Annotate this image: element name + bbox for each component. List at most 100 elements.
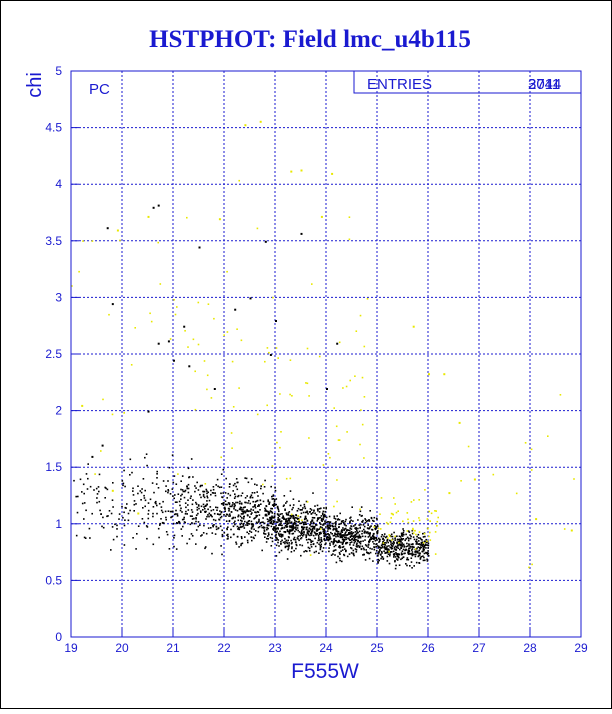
data-point — [334, 540, 337, 542]
data-point — [326, 533, 329, 535]
data-point — [351, 538, 354, 540]
data-point — [288, 519, 290, 521]
data-point — [225, 477, 227, 480]
data-point — [175, 483, 178, 485]
data-point — [411, 529, 414, 532]
data-point — [392, 543, 395, 546]
data-point — [178, 500, 181, 503]
data-point — [427, 544, 430, 547]
data-point — [176, 522, 178, 524]
data-point — [359, 510, 362, 513]
data-point — [102, 526, 105, 529]
data-point — [298, 500, 300, 502]
data-point — [406, 512, 409, 514]
data-point — [394, 503, 396, 505]
data-point — [286, 542, 289, 545]
data-point — [223, 532, 226, 534]
data-point — [346, 529, 349, 531]
data-point — [348, 533, 350, 535]
data-point — [426, 518, 429, 520]
data-point — [378, 541, 380, 543]
data-point — [277, 519, 280, 522]
data-point — [229, 513, 231, 515]
data-point — [404, 539, 406, 542]
data-point — [401, 533, 403, 535]
data-point — [221, 533, 224, 536]
data-point — [207, 491, 209, 494]
data-point — [515, 492, 518, 495]
data-point — [359, 314, 362, 317]
data-point — [323, 515, 325, 518]
data-point — [207, 303, 210, 305]
data-point — [396, 546, 398, 549]
data-point — [329, 521, 332, 523]
data-point — [301, 509, 303, 511]
data-point — [338, 557, 341, 560]
data-point — [326, 539, 328, 541]
data-point — [332, 553, 334, 555]
data-point — [181, 489, 184, 491]
data-point — [420, 544, 422, 546]
data-point — [220, 456, 222, 459]
data-point — [159, 524, 161, 526]
data-point — [221, 529, 223, 532]
data-point — [379, 513, 381, 515]
data-point — [176, 306, 178, 308]
data-point — [147, 502, 150, 504]
data-point — [345, 542, 348, 545]
data-point — [195, 487, 197, 489]
data-point — [248, 532, 250, 535]
data-point — [397, 538, 400, 541]
data-point — [224, 503, 227, 506]
data-point — [378, 559, 380, 562]
data-point — [203, 360, 206, 362]
data-point — [324, 529, 326, 532]
data-point — [329, 537, 332, 540]
data-point — [242, 510, 245, 513]
data-point — [169, 338, 172, 340]
data-point — [352, 535, 355, 537]
data-point — [291, 526, 293, 529]
data-point — [377, 530, 379, 532]
data-point — [315, 514, 318, 516]
data-point — [425, 538, 427, 541]
data-point — [358, 541, 361, 544]
data-point — [310, 522, 312, 524]
data-point — [353, 554, 355, 557]
data-point — [395, 511, 398, 514]
data-point — [264, 510, 266, 512]
data-point — [186, 542, 188, 545]
data-point — [207, 508, 209, 511]
data-point — [256, 499, 259, 502]
data-point — [145, 453, 148, 455]
data-point — [291, 514, 293, 517]
data-point — [275, 320, 277, 322]
data-point — [273, 526, 275, 529]
data-point — [357, 535, 359, 538]
data-point — [361, 530, 364, 532]
data-point — [189, 523, 192, 526]
data-point — [299, 535, 301, 537]
data-point — [244, 510, 246, 512]
data-point — [401, 553, 404, 556]
data-point — [270, 507, 272, 510]
data-point — [105, 487, 107, 490]
data-point — [285, 520, 287, 523]
data-point — [318, 533, 321, 536]
data-point — [426, 540, 428, 542]
data-point — [268, 513, 270, 515]
data-point — [417, 533, 420, 536]
data-point — [358, 530, 361, 533]
data-point — [233, 503, 236, 505]
data-point — [323, 538, 325, 541]
data-point — [344, 523, 346, 525]
data-point — [208, 515, 210, 518]
data-point — [354, 540, 357, 543]
data-point — [104, 497, 106, 499]
data-point — [303, 531, 305, 534]
data-point — [183, 496, 186, 499]
data-point — [317, 539, 320, 542]
data-point — [398, 541, 400, 544]
data-point — [354, 536, 356, 538]
data-point — [367, 546, 369, 548]
